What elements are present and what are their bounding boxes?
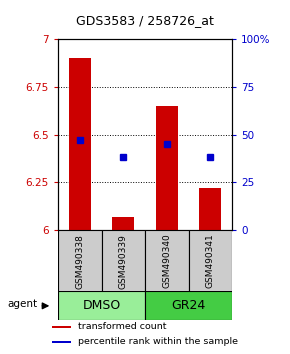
Text: GDS3583 / 258726_at: GDS3583 / 258726_at <box>76 13 214 27</box>
Text: GSM490338: GSM490338 <box>75 234 84 289</box>
Bar <box>69 58 90 230</box>
Text: GSM490340: GSM490340 <box>162 234 171 289</box>
Bar <box>58 230 102 292</box>
Text: transformed count: transformed count <box>78 322 166 331</box>
Bar <box>58 291 145 320</box>
Text: agent: agent <box>7 299 37 309</box>
Bar <box>145 291 232 320</box>
Bar <box>200 188 221 230</box>
Text: percentile rank within the sample: percentile rank within the sample <box>78 337 238 347</box>
Text: GSM490339: GSM490339 <box>119 234 128 289</box>
Bar <box>52 326 71 328</box>
Text: GSM490341: GSM490341 <box>206 234 215 289</box>
Bar <box>52 341 71 343</box>
Bar <box>102 230 145 292</box>
Bar <box>156 106 177 230</box>
Text: GR24: GR24 <box>171 299 206 312</box>
Bar <box>188 230 232 292</box>
Bar <box>113 217 134 230</box>
Bar <box>145 230 188 292</box>
Text: DMSO: DMSO <box>82 299 121 312</box>
